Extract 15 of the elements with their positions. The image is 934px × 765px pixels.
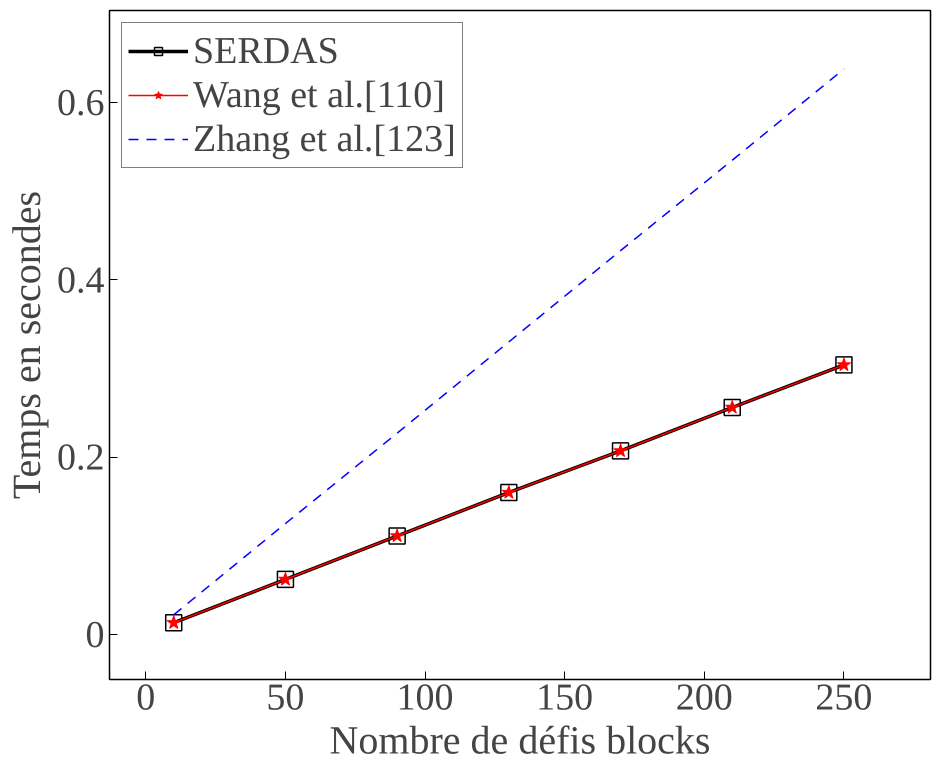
x-axis-title: Nombre de défis blocks <box>329 718 711 762</box>
y-tick-label: 0 <box>86 614 104 656</box>
legend-label: Zhang et al.[123] <box>193 117 456 161</box>
x-tick-label: 0 <box>136 676 156 718</box>
x-tick-label: 200 <box>676 676 733 718</box>
legend-label: SERDAS <box>193 29 339 73</box>
y-axis-title: Temps en secondes <box>4 190 49 500</box>
x-tick-label: 250 <box>815 676 872 718</box>
y-tick-label: 0.2 <box>57 436 104 479</box>
x-tick-label: 150 <box>536 676 594 718</box>
x-tick-label: 100 <box>396 676 454 718</box>
x-tick-label: 50 <box>266 676 304 718</box>
y-tick-label: 0.6 <box>57 82 104 124</box>
y-tick-label: 0.4 <box>57 259 104 302</box>
legend-label: Wang et al.[110] <box>193 73 445 117</box>
